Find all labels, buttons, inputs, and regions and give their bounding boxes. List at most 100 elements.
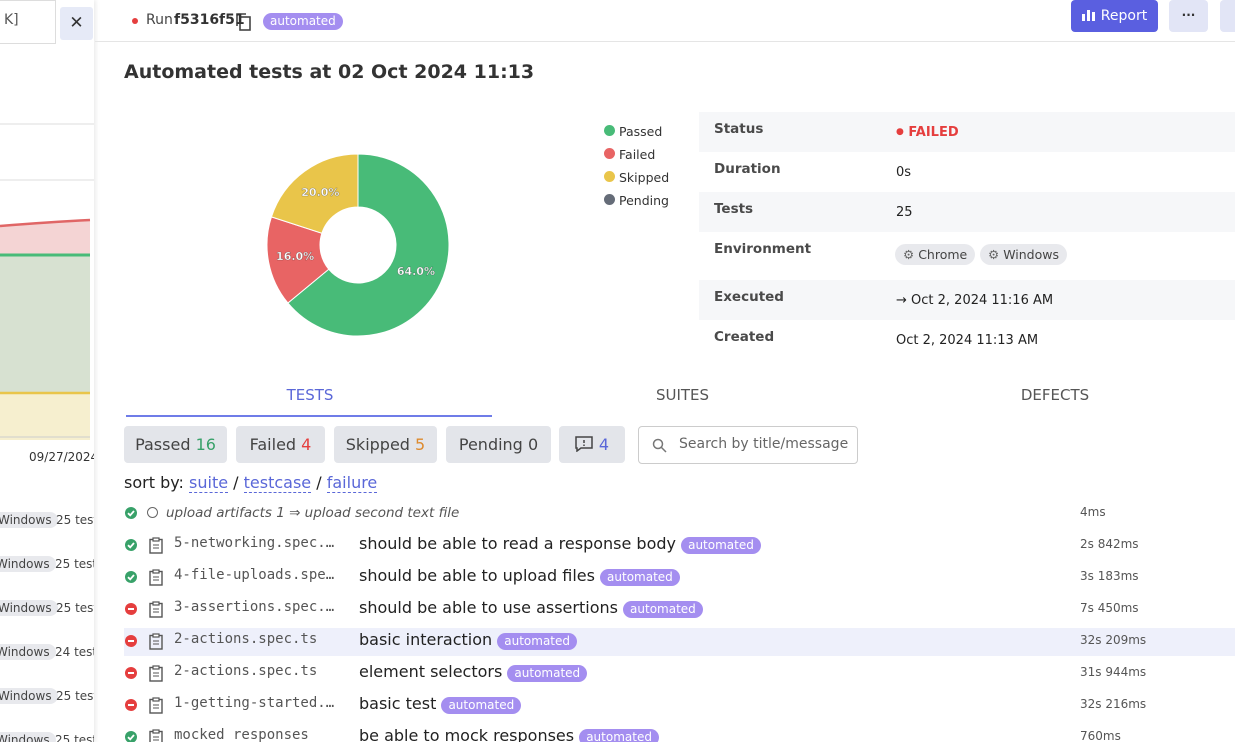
filter-button[interactable]: Passed 16 <box>124 426 227 463</box>
status-icon <box>125 699 137 711</box>
test-duration: 760ms <box>1080 729 1121 742</box>
comments-count: 4 <box>598 435 610 454</box>
close-button[interactable]: ✕ <box>60 7 93 40</box>
status-icon <box>125 667 137 679</box>
legend-dot <box>604 125 615 136</box>
tab[interactable]: SUITES <box>655 386 710 404</box>
detail-value: → Oct 2, 2024 11:16 AM <box>896 293 1054 308</box>
test-row-title[interactable]: be able to mock responses automated <box>359 726 659 742</box>
detail-label: Tests <box>714 201 754 217</box>
header-border <box>95 41 1235 42</box>
env-chip: ⚙ Chrome <box>895 244 976 265</box>
search-placeholder: Search by title/message <box>679 436 849 452</box>
slice <box>270 153 359 234</box>
extra-button[interactable] <box>1220 0 1235 32</box>
clipboard-icon <box>149 601 163 622</box>
run-tests: 25 tests <box>56 513 94 527</box>
test-row-title[interactable]: element selectors automated <box>359 662 588 682</box>
sidebar-search[interactable] <box>0 0 56 44</box>
test-badge: automated <box>623 601 703 618</box>
row-highlight <box>124 628 1235 656</box>
run-tests: 24 tests <box>55 645 94 659</box>
main: 64.0% 16.0% 20.0% Run f5316f51 automated Repo… <box>95 0 1235 742</box>
status-icon <box>125 731 137 742</box>
clipboard-icon <box>149 537 163 558</box>
test-file: 3-assertions.spec.ts <box>174 599 342 615</box>
detail-row-bg <box>699 192 1235 232</box>
status-text: FAILED <box>908 125 959 140</box>
more-button[interactable]: ··· <box>1169 0 1208 32</box>
test-file: 2-actions.spec.ts <box>174 663 318 679</box>
filter-count: 16 <box>195 435 216 454</box>
filter-button[interactable]: Pending 0 <box>446 426 551 463</box>
run-env: Windows <box>0 512 58 528</box>
slice-label: 64.0% <box>397 265 435 278</box>
status-icon <box>125 603 137 615</box>
run-env: Windows <box>0 688 58 704</box>
clipboard-icon <box>149 665 163 686</box>
clipboard-icon <box>149 633 163 654</box>
filter-count: 4 <box>301 435 312 454</box>
test-row-title[interactable]: should be able to use assertions automat… <box>359 598 703 618</box>
status-icon <box>125 571 137 583</box>
donut-chart: 64.0% 16.0% 20.0% <box>266 153 450 337</box>
test-duration: 31s 944ms <box>1080 665 1147 679</box>
tab[interactable]: TESTS <box>286 386 334 404</box>
sidebar-chart <box>0 123 94 440</box>
test-title: should be able to use assertions <box>359 598 618 617</box>
tab-underline <box>126 415 492 417</box>
env-chip-label: Chrome <box>918 247 968 262</box>
filter-button[interactable]: Failed 4 <box>236 426 325 463</box>
copy-icon[interactable] <box>235 12 253 32</box>
detail-label: Executed <box>714 289 784 305</box>
test-badge: automated <box>497 633 578 650</box>
detail-label: Environment <box>714 241 812 257</box>
test-badge: automated <box>681 537 761 554</box>
clipboard-icon <box>149 569 163 590</box>
detail-row-bg <box>699 280 1235 320</box>
test-file: 1-getting-started.spec.ts <box>174 695 342 711</box>
test-title: basic test <box>359 694 437 713</box>
run-tests: 25 tests <box>55 733 94 742</box>
sort-option[interactable]: testcase <box>243 473 312 493</box>
test-row-title[interactable]: should be able to upload files automated <box>359 566 680 586</box>
filter-label: Skipped <box>345 435 410 454</box>
page-title: Automated tests at 02 Oct 2024 11:13 <box>124 61 535 83</box>
tab[interactable]: DEFECTS <box>1020 386 1090 404</box>
test-badge: automated <box>507 665 588 682</box>
test-row-title[interactable]: basic interaction automated <box>359 630 578 650</box>
detail-label: Duration <box>714 161 781 177</box>
sort-separator: / <box>316 473 322 492</box>
test-title: be able to mock responses <box>359 726 575 742</box>
run-env: Windows <box>0 600 58 616</box>
run-badge: automated <box>263 13 343 30</box>
sort-option[interactable]: suite <box>189 473 229 493</box>
test-duration: 32s 209ms <box>1080 633 1147 647</box>
test-badge: automated <box>600 569 680 586</box>
test-row-title[interactable]: should be able to read a response body a… <box>359 534 761 554</box>
comments-button[interactable]: 4 <box>559 426 625 463</box>
test-row-title[interactable]: basic test automated <box>359 694 522 714</box>
filter-label: Passed <box>135 435 191 454</box>
sort-option[interactable]: failure <box>326 473 378 493</box>
search-box[interactable]: Search by title/message <box>638 426 858 464</box>
slice <box>287 153 450 337</box>
legend-dot <box>604 171 615 182</box>
detail-row-bg <box>699 112 1235 152</box>
run-env: Windows <box>0 732 56 742</box>
filter-count: 0 <box>527 435 539 454</box>
test-file: 5-networking.spec.ts <box>174 535 342 551</box>
status-dot <box>132 18 138 24</box>
test-badge: automated <box>441 697 522 714</box>
filter-button[interactable]: Skipped 5 <box>334 426 437 463</box>
status-icon <box>125 539 137 551</box>
slice-label: 20.0% <box>301 186 339 199</box>
status-value: ● FAILED <box>896 125 959 140</box>
report-button[interactable]: Report <box>1071 0 1158 32</box>
test-duration: 32s 216ms <box>1080 697 1147 711</box>
test-badge: automated <box>579 729 659 742</box>
env-chip-label: Windows <box>1003 247 1060 262</box>
status-icon <box>125 507 137 519</box>
detail-value: 0s <box>896 165 912 180</box>
